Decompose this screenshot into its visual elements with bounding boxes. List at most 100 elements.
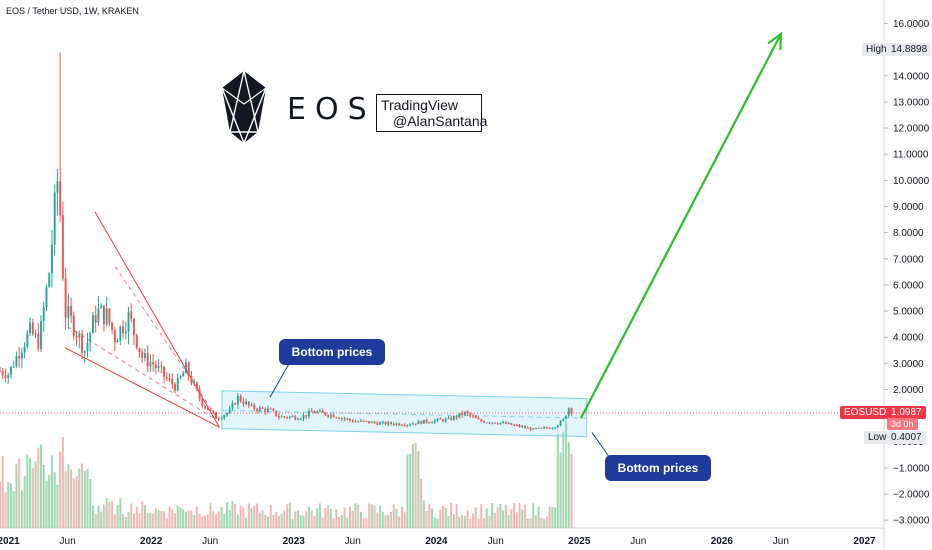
volume-bar: [247, 503, 250, 528]
volume-bar: [245, 517, 248, 528]
volume-bar: [42, 465, 45, 528]
volume-bar: [215, 514, 218, 528]
x-tick-label: 2022: [140, 536, 163, 547]
x-tick-label: 2025: [568, 536, 591, 547]
high-label: High: [862, 43, 891, 56]
candle-body: [100, 305, 103, 309]
candle-body: [286, 417, 289, 419]
candle-body: [111, 322, 114, 331]
volume-bar: [420, 479, 423, 528]
candle-body: [89, 333, 92, 343]
volume-bar: [0, 480, 1, 528]
candle-body: [171, 378, 174, 385]
candle-body: [318, 410, 321, 412]
volume-bar: [9, 483, 12, 528]
volume-bar: [466, 510, 469, 528]
volume-bar: [461, 515, 464, 528]
candle-body: [310, 411, 313, 413]
volume-bar: [67, 464, 70, 528]
candle-body: [195, 382, 198, 390]
volume-bar: [102, 504, 105, 528]
volume-bar: [447, 516, 450, 528]
y-tick-label: −2.0000: [893, 490, 930, 501]
eos-logo-icon: [221, 70, 267, 144]
candle-body: [403, 425, 406, 427]
y-tick-label: 10.0000: [893, 176, 930, 187]
candle-body: [253, 404, 256, 410]
volume-bar: [135, 506, 138, 528]
candle-body: [299, 418, 302, 420]
candle-body: [78, 333, 81, 338]
candle-body: [477, 418, 480, 420]
candle-body: [113, 330, 116, 343]
candle-body: [308, 411, 310, 417]
candle-body: [48, 273, 51, 287]
chart-title: EOS / Tether USD, 1W, KRAKEN: [6, 6, 139, 16]
wedge-lower-line: [64, 347, 220, 428]
candle-body: [401, 425, 403, 427]
volume-bar: [176, 505, 179, 528]
candle-body: [291, 416, 294, 418]
volume-bar: [209, 503, 212, 528]
volume-bar: [220, 507, 223, 528]
volume-bar: [565, 420, 568, 528]
volume-bar: [518, 502, 521, 528]
x-tick-label: 2026: [711, 536, 734, 547]
volume-bar: [111, 501, 114, 528]
volume-bar: [264, 514, 267, 528]
candle-body: [373, 421, 376, 423]
volume-bar: [1, 456, 4, 528]
y-tick-label: −3.0000: [893, 516, 930, 527]
countdown-tag: 3d 0h: [887, 418, 918, 430]
candle-body: [329, 414, 332, 417]
volume-bar: [40, 444, 43, 528]
projection-arrow-head: [767, 31, 783, 51]
volume-bar: [534, 515, 537, 528]
candle-body: [130, 311, 133, 319]
candle-body: [154, 364, 157, 368]
volume-bar: [127, 511, 130, 528]
volume-bar: [316, 508, 319, 528]
candle-body: [545, 427, 548, 429]
candle-body: [343, 418, 346, 420]
volume-bar: [277, 515, 280, 528]
candle-body: [12, 366, 15, 368]
candle-body: [143, 353, 146, 358]
candle-body: [149, 362, 152, 367]
volume-bar: [108, 501, 111, 528]
volume-bar: [485, 508, 488, 528]
volume-bar: [37, 448, 40, 528]
volume-bar: [253, 505, 256, 528]
candle-body: [436, 418, 439, 421]
candle-body: [119, 326, 122, 341]
volume-bar: [89, 478, 92, 528]
volume-bar: [450, 502, 453, 528]
volume-bar: [152, 513, 155, 528]
volume-bar: [124, 516, 127, 528]
candle-body: [20, 352, 23, 359]
volume-bar: [406, 454, 409, 528]
candle-body: [507, 423, 510, 425]
candle-body: [37, 333, 40, 350]
candle-body: [384, 421, 387, 425]
volume-bar: [187, 510, 190, 528]
candle-body: [565, 415, 567, 419]
candle-body: [466, 411, 469, 414]
candle-body: [261, 407, 264, 409]
candle-body: [50, 244, 53, 274]
candle-body: [417, 421, 420, 425]
candle-body: [217, 418, 220, 420]
volume-bar: [143, 505, 146, 528]
candle-body: [447, 417, 450, 419]
candle-body: [450, 417, 453, 420]
candle-body: [215, 412, 217, 419]
candle-body: [472, 415, 475, 417]
volume-bar: [146, 513, 149, 528]
candle-body: [223, 415, 226, 418]
candle-body: [86, 342, 89, 352]
volume-bar: [283, 510, 286, 528]
y-tick-label: 12.0000: [893, 124, 930, 135]
volume-bar: [441, 505, 444, 528]
volume-bar: [275, 511, 278, 528]
